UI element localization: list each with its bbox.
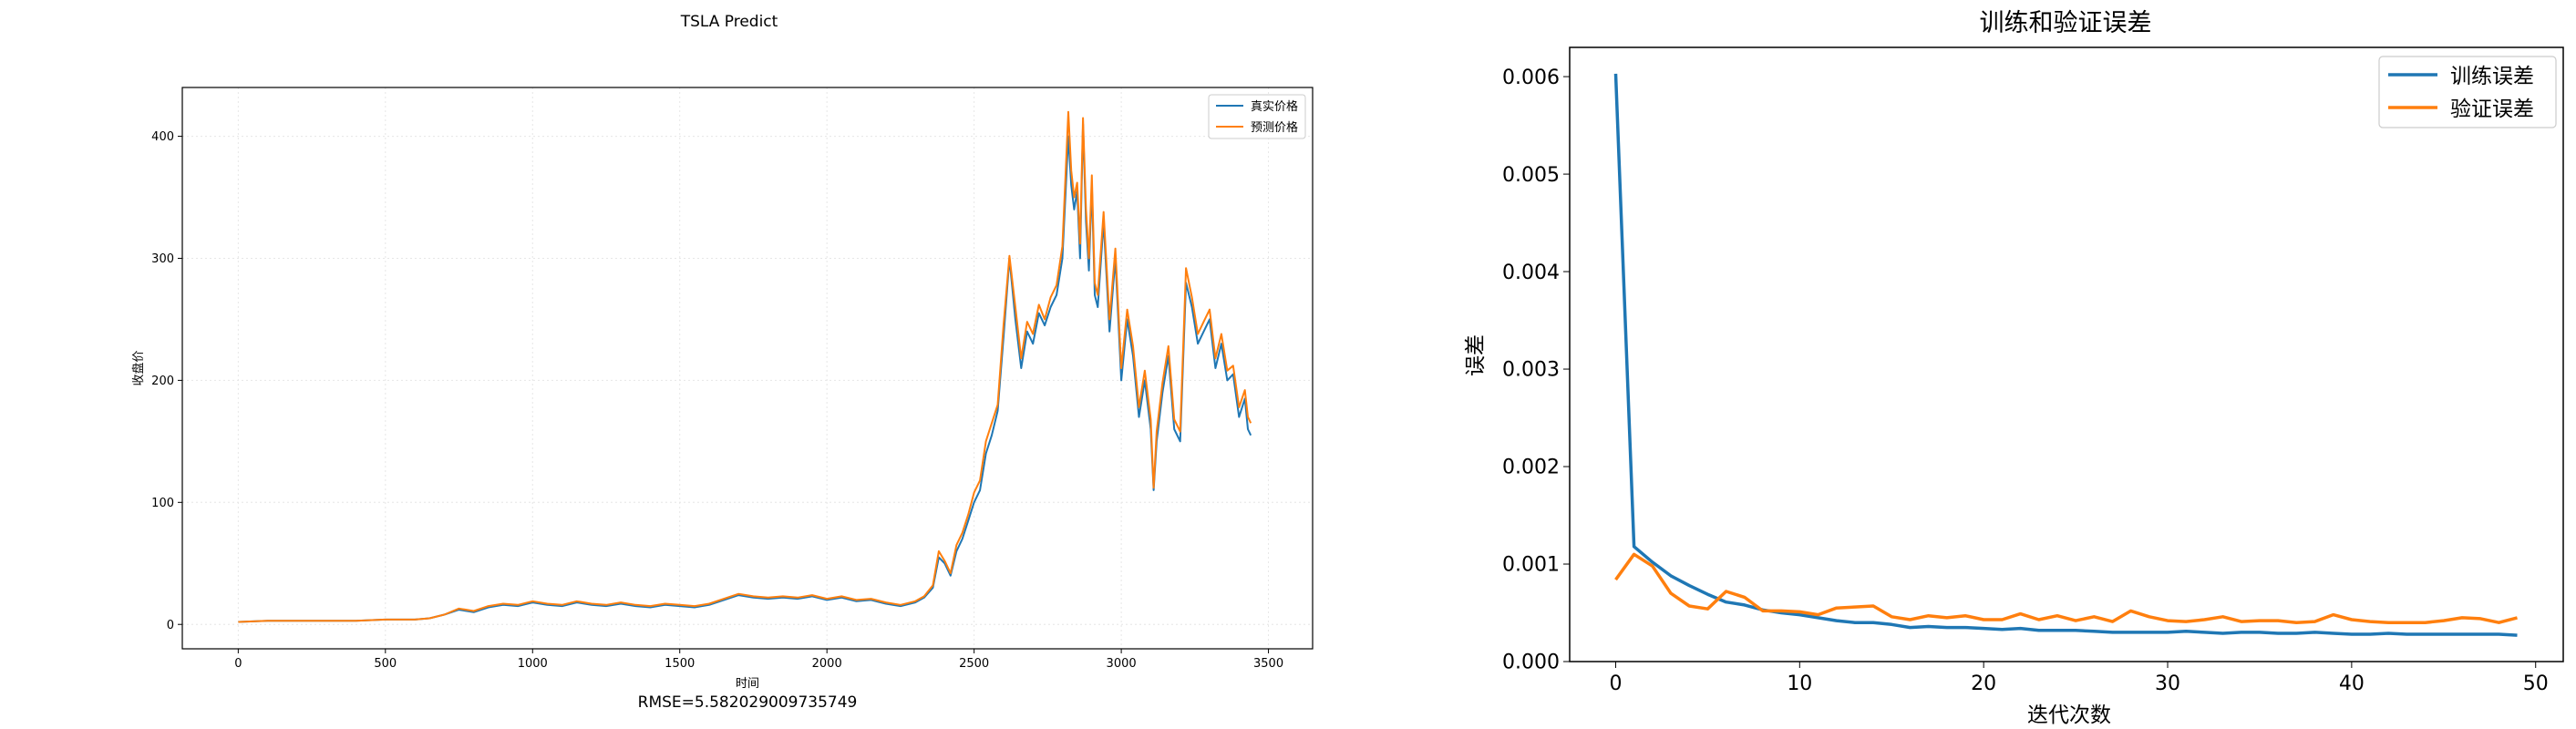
y-tick-label: 0.001 bbox=[1502, 554, 1560, 577]
x-tick-label: 0 bbox=[234, 657, 242, 671]
x-tick-label: 20 bbox=[1971, 673, 1996, 695]
price-chart-title: TSLA Predict bbox=[680, 13, 778, 31]
price-chart-legend-label-pred: 预测价格 bbox=[1251, 120, 1298, 135]
loss-chart-title: 训练和验证误差 bbox=[1980, 9, 2152, 37]
price-chart-ylabel: 收盘价 bbox=[131, 350, 146, 385]
x-tick-label: 50 bbox=[2523, 673, 2549, 695]
y-tick-label: 0 bbox=[167, 619, 174, 632]
loss-chart-frame bbox=[1569, 46, 2564, 662]
price-chart-frame bbox=[181, 87, 1314, 650]
loss-chart-legend: 训练误差 验证误差 bbox=[2378, 56, 2557, 128]
price-chart-rmse: RMSE=5.582029009735749 bbox=[638, 693, 858, 712]
x-tick-label: 1500 bbox=[665, 657, 695, 671]
y-tick-label: 300 bbox=[151, 252, 174, 266]
y-tick-label: 200 bbox=[151, 375, 174, 388]
x-tick-label: 10 bbox=[1787, 673, 1812, 695]
price-chart-legend: 真实价格 预测价格 bbox=[1208, 94, 1306, 139]
x-tick-label: 1000 bbox=[518, 657, 548, 671]
x-tick-label: 500 bbox=[374, 657, 397, 671]
y-tick-label: 0.000 bbox=[1502, 652, 1560, 674]
y-tick-label: 0.003 bbox=[1502, 359, 1560, 382]
price-chart: TSLA Predict 0 500 1000 1500 2000 2500 3000 350… bbox=[131, 13, 1314, 712]
y-tick-label: 400 bbox=[151, 130, 174, 144]
loss-chart-x-ticks: 0 10 20 30 40 50 bbox=[1609, 662, 2549, 695]
y-tick-label: 0.005 bbox=[1502, 164, 1560, 187]
x-tick-label: 3000 bbox=[1107, 657, 1137, 671]
price-chart-grid bbox=[182, 87, 1313, 649]
loss-chart-ylabel: 误差 bbox=[1464, 334, 1488, 376]
series-line-b bbox=[238, 110, 1252, 623]
x-tick-label: 2000 bbox=[812, 657, 842, 671]
series-line-b bbox=[1614, 552, 2518, 624]
price-chart-series bbox=[238, 110, 1252, 623]
x-tick-label: 40 bbox=[2339, 673, 2365, 695]
x-tick-label: 30 bbox=[2155, 673, 2180, 695]
y-tick-label: 0.006 bbox=[1502, 67, 1560, 89]
x-tick-label: 3500 bbox=[1253, 657, 1283, 671]
loss-chart: 训练和验证误差 0 10 20 30 40 50 0.000 0.001 0.002 0.003… bbox=[1464, 9, 2564, 727]
y-tick-label: 0.002 bbox=[1502, 457, 1560, 479]
x-tick-label: 0 bbox=[1609, 673, 1622, 695]
price-chart-legend-label-real: 真实价格 bbox=[1251, 99, 1298, 114]
y-tick-label: 0.004 bbox=[1502, 262, 1560, 284]
loss-chart-legend-label-train: 训练误差 bbox=[2450, 65, 2534, 88]
loss-chart-y-ticks: 0.000 0.001 0.002 0.003 0.004 0.005 0.006 bbox=[1502, 67, 1570, 674]
loss-chart-series bbox=[1613, 73, 2518, 637]
price-chart-y-ticks: 0 100 200 300 400 bbox=[151, 130, 182, 632]
loss-chart-legend-label-val: 验证误差 bbox=[2450, 98, 2534, 121]
loss-chart-xlabel: 迭代次数 bbox=[2027, 703, 2111, 727]
price-chart-x-ticks: 0 500 1000 1500 2000 2500 3000 3500 bbox=[234, 649, 1283, 671]
price-chart-xlabel: 时间 bbox=[736, 677, 759, 691]
x-tick-label: 2500 bbox=[959, 657, 989, 671]
y-tick-label: 100 bbox=[151, 497, 174, 510]
